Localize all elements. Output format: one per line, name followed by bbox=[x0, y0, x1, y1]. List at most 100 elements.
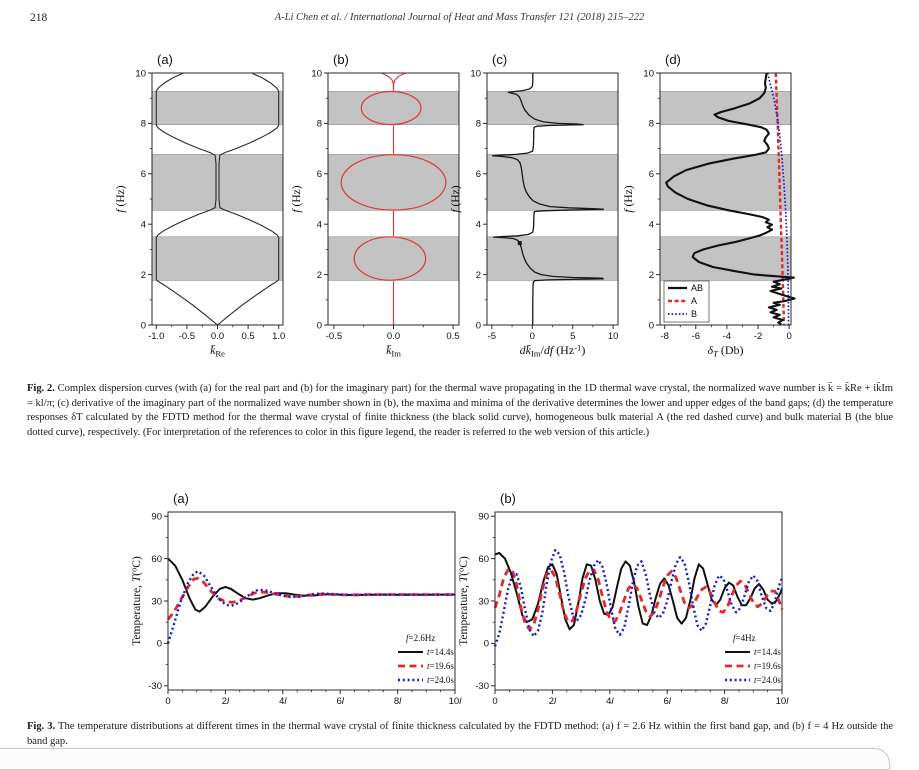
page-number: 218 bbox=[30, 12, 48, 24]
svg-text:(a): (a) bbox=[157, 52, 173, 67]
fig2-caption: Fig. 2. Complex dispersion curves (with … bbox=[27, 382, 893, 440]
fig3-panel-b: 0 2l 4l 6l 8l 10l -30 0 30 60 90 Temperature, T(oC)… bbox=[437, 480, 795, 725]
svg-text:-4: -4 bbox=[723, 331, 731, 342]
svg-text:10l: 10l bbox=[776, 696, 790, 707]
fig3-caption-text: The temperature distributions at differe… bbox=[27, 721, 893, 747]
svg-text:6: 6 bbox=[476, 169, 481, 180]
svg-text:f (Hz): f (Hz) bbox=[450, 185, 462, 212]
svg-text:A: A bbox=[691, 296, 697, 306]
svg-text:10l: 10l bbox=[449, 696, 463, 707]
svg-text:0: 0 bbox=[786, 331, 791, 342]
fig3-caption-label: Fig. 3. bbox=[27, 721, 56, 732]
svg-text:8: 8 bbox=[317, 119, 322, 130]
svg-text:4: 4 bbox=[649, 220, 654, 231]
svg-text:k̄Re: k̄Re bbox=[210, 343, 225, 359]
svg-text:6: 6 bbox=[141, 169, 146, 180]
svg-text:Temperature, T(oC): Temperature, T(oC) bbox=[129, 556, 143, 646]
fig3-panel-a: 0 2l 4l 6l 8l 10l -30 0 30 60 90 Temperature, T(oC)… bbox=[110, 480, 468, 725]
svg-text:10: 10 bbox=[470, 68, 481, 79]
svg-text:-30: -30 bbox=[148, 681, 162, 692]
svg-text:0.0: 0.0 bbox=[211, 331, 224, 342]
svg-text:10: 10 bbox=[643, 68, 654, 79]
svg-text:6: 6 bbox=[317, 169, 322, 180]
svg-text:4l: 4l bbox=[279, 696, 287, 707]
svg-text:δT (Db): δT (Db) bbox=[707, 343, 743, 359]
svg-text:4: 4 bbox=[317, 220, 322, 231]
svg-text:2l: 2l bbox=[549, 696, 557, 707]
fig2-panel-a: -1.0 -0.5 0.0 0.5 1.0 0 2 4 6 8 10 k̄Re f (Hz) (a) bbox=[108, 43, 290, 370]
svg-text:-5: -5 bbox=[488, 331, 496, 342]
bottom-overlay-panel bbox=[0, 748, 890, 770]
svg-text:f (Hz): f (Hz) bbox=[291, 185, 303, 212]
fig3-caption: Fig. 3. The temperature distributions at… bbox=[27, 720, 893, 749]
svg-text:-1.0: -1.0 bbox=[148, 331, 164, 342]
svg-text:0: 0 bbox=[649, 320, 654, 331]
svg-text:t=14.4s: t=14.4s bbox=[754, 647, 781, 657]
fig2-panel-d: -8 -6 -4 -2 0 0 2 4 6 8 10 δT (Db) f (Hz) (d) AB A B bbox=[616, 43, 798, 370]
svg-text:1.0: 1.0 bbox=[272, 331, 285, 342]
svg-text:30: 30 bbox=[478, 596, 489, 607]
svg-text:-6: -6 bbox=[692, 331, 700, 342]
fig2-panel-c: -5 0 5 10 0 2 4 6 8 10 dk̄Im/df (Hz-1) f (Hz) (c) bbox=[443, 43, 625, 370]
svg-text:-30: -30 bbox=[475, 681, 489, 692]
svg-text:t=19.6s: t=19.6s bbox=[754, 661, 781, 671]
svg-text:0.5: 0.5 bbox=[446, 331, 459, 342]
svg-text:2: 2 bbox=[141, 270, 146, 281]
svg-text:4l: 4l bbox=[606, 696, 614, 707]
svg-text:4: 4 bbox=[141, 220, 146, 231]
svg-text:0: 0 bbox=[157, 639, 162, 650]
svg-text:5: 5 bbox=[570, 331, 575, 342]
svg-text:8: 8 bbox=[476, 119, 481, 130]
svg-text:10: 10 bbox=[311, 68, 322, 79]
svg-text:2: 2 bbox=[649, 270, 654, 281]
svg-text:8l: 8l bbox=[394, 696, 402, 707]
svg-text:(b): (b) bbox=[333, 52, 349, 67]
svg-text:-0.5: -0.5 bbox=[179, 331, 195, 342]
svg-text:-0.5: -0.5 bbox=[326, 331, 342, 342]
svg-text:(b): (b) bbox=[500, 491, 516, 506]
svg-text:t=19.6s: t=19.6s bbox=[427, 661, 454, 671]
svg-text:f=4Hz: f=4Hz bbox=[733, 633, 756, 643]
svg-text:dk̄Im/df (Hz-1): dk̄Im/df (Hz-1) bbox=[520, 342, 586, 358]
svg-text:60: 60 bbox=[151, 554, 162, 565]
svg-text:(c): (c) bbox=[492, 52, 507, 67]
svg-text:f=2.6Hz: f=2.6Hz bbox=[406, 633, 435, 643]
fig2-caption-label: Fig. 2. bbox=[27, 383, 55, 394]
svg-text:0: 0 bbox=[530, 331, 535, 342]
svg-text:60: 60 bbox=[478, 554, 489, 565]
svg-text:t=24.0s: t=24.0s bbox=[754, 675, 781, 685]
svg-text:8l: 8l bbox=[721, 696, 729, 707]
svg-text:B: B bbox=[691, 309, 697, 319]
svg-text:0: 0 bbox=[141, 320, 146, 331]
svg-text:0: 0 bbox=[484, 639, 489, 650]
svg-text:0.5: 0.5 bbox=[241, 331, 254, 342]
fig2-panel-b: -0.5 0.0 0.5 0 2 4 6 8 10 k̄Im f (Hz) (b) bbox=[284, 43, 466, 370]
svg-text:f (Hz): f (Hz) bbox=[623, 185, 635, 212]
svg-text:6: 6 bbox=[649, 169, 654, 180]
svg-text:0: 0 bbox=[165, 696, 170, 707]
svg-text:AB: AB bbox=[691, 283, 703, 293]
svg-text:90: 90 bbox=[151, 512, 162, 523]
svg-text:(d): (d) bbox=[665, 52, 681, 67]
svg-text:6l: 6l bbox=[336, 696, 344, 707]
svg-text:8: 8 bbox=[141, 119, 146, 130]
svg-text:8: 8 bbox=[649, 119, 654, 130]
svg-text:2: 2 bbox=[476, 270, 481, 281]
svg-text:Temperature, T(oC): Temperature, T(oC) bbox=[456, 556, 470, 646]
svg-text:30: 30 bbox=[151, 596, 162, 607]
svg-text:0: 0 bbox=[317, 320, 322, 331]
svg-text:2l: 2l bbox=[222, 696, 230, 707]
svg-text:(a): (a) bbox=[173, 491, 189, 506]
svg-text:f (Hz): f (Hz) bbox=[115, 185, 127, 212]
svg-text:t=14.4s: t=14.4s bbox=[427, 647, 454, 657]
svg-text:90: 90 bbox=[478, 512, 489, 523]
svg-text:4: 4 bbox=[476, 220, 481, 231]
fig2-caption-text: Complex dispersion curves (with (a) for … bbox=[27, 383, 893, 438]
running-head: A-Li Chen et al. / International Journal… bbox=[274, 12, 645, 23]
svg-text:10: 10 bbox=[135, 68, 146, 79]
svg-text:0: 0 bbox=[476, 320, 481, 331]
svg-text:0.0: 0.0 bbox=[387, 331, 400, 342]
svg-text:-8: -8 bbox=[660, 331, 668, 342]
svg-text:k̄Im: k̄Im bbox=[386, 343, 401, 359]
svg-text:0: 0 bbox=[492, 696, 497, 707]
